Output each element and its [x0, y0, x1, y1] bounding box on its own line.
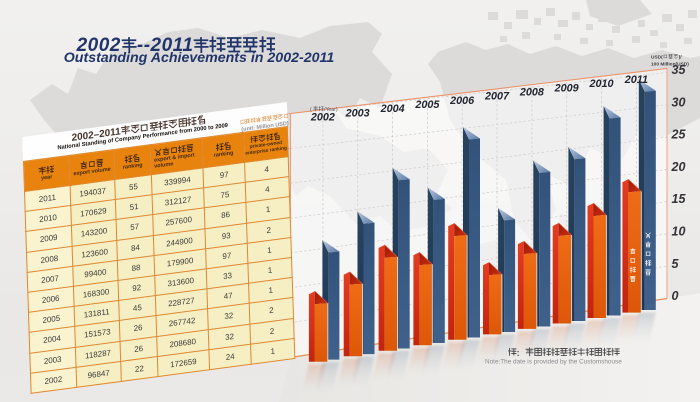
svg-text:2003: 2003	[345, 107, 370, 119]
svg-text:15: 15	[672, 192, 687, 206]
svg-text:5: 5	[672, 257, 680, 271]
svg-text:2005: 2005	[414, 99, 440, 111]
svg-text:2006: 2006	[449, 95, 475, 107]
svg-text:/Year): /Year)	[324, 107, 338, 113]
svg-text:100 Million(USD): 100 Million(USD)	[651, 62, 689, 68]
svg-text:2004: 2004	[380, 103, 405, 115]
svg-text:2002: 2002	[310, 111, 335, 123]
svg-text:USD(: USD(	[651, 55, 663, 61]
svg-text:Note:The date is provided by t: Note:The date is provided by the Customs…	[485, 359, 622, 366]
svg-text:0: 0	[672, 289, 679, 303]
svg-text:2007: 2007	[484, 91, 510, 103]
svg-text::: :	[517, 348, 520, 358]
svg-text:25: 25	[671, 128, 687, 142]
svg-text:(: (	[310, 107, 312, 113]
svg-text:2011: 2011	[624, 74, 648, 86]
svg-text:2009: 2009	[554, 82, 579, 94]
svg-text:)/: )/	[679, 55, 683, 61]
svg-text:30: 30	[672, 95, 686, 109]
svg-text:35: 35	[672, 63, 687, 77]
svg-text:2008: 2008	[519, 86, 544, 98]
svg-text:20: 20	[671, 160, 686, 174]
svg-text:10: 10	[672, 225, 686, 239]
svg-text:2010: 2010	[588, 78, 613, 90]
